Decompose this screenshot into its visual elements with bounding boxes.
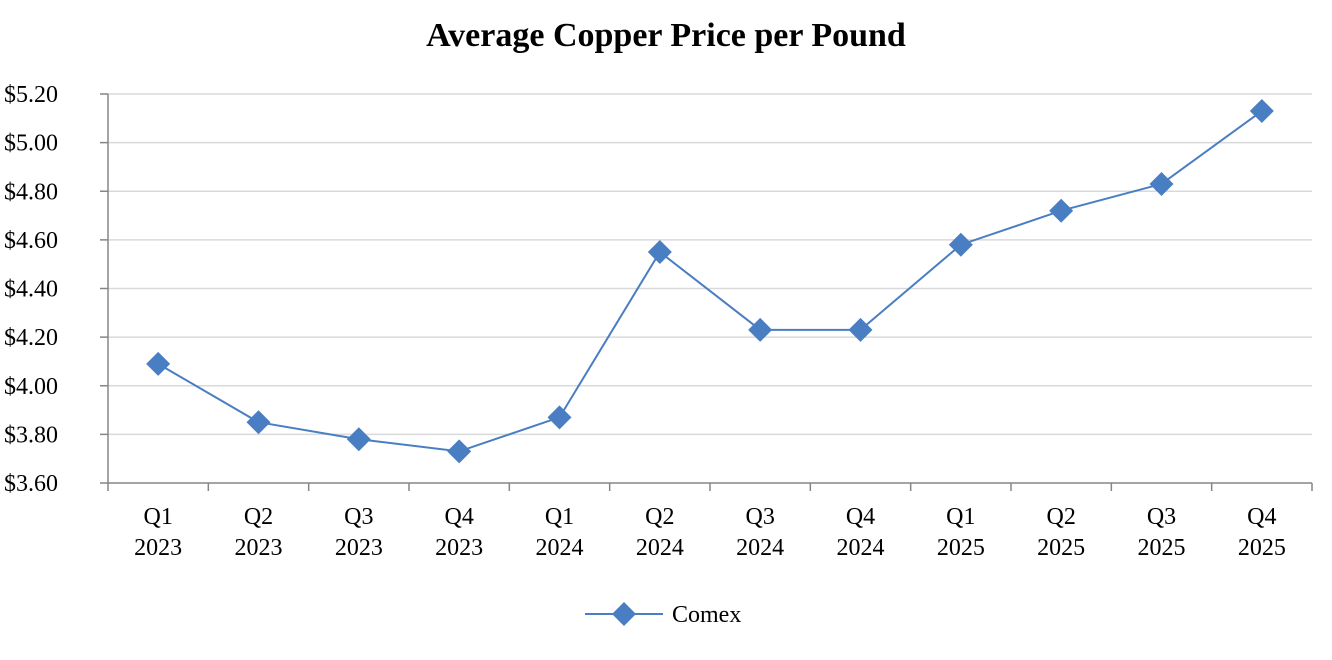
x-tick-label-quarter: Q3 (1147, 504, 1176, 530)
data-point (1249, 99, 1274, 124)
legend-marker-diamond (612, 602, 636, 626)
legend-label: Comex (672, 602, 741, 628)
y-tick-label: $4.40 (4, 277, 58, 303)
x-tick-label-year: 2025 (1238, 535, 1286, 561)
x-tick-label-quarter: Q4 (444, 504, 473, 530)
data-point (447, 439, 472, 464)
x-tick-label-quarter: Q2 (244, 504, 273, 530)
x-tick-label-year: 2023 (235, 535, 283, 561)
series-line-comex (157, 110, 1263, 453)
x-tick-label-quarter: Q1 (946, 504, 975, 530)
x-tick-label-year: 2024 (536, 535, 584, 561)
x-tick-label-year: 2025 (1138, 535, 1186, 561)
x-tick-label-quarter: Q1 (545, 504, 574, 530)
x-tick-label-year: 2023 (335, 535, 383, 561)
x-tick-label-quarter: Q2 (645, 504, 674, 530)
y-tick-label: $4.00 (4, 374, 58, 400)
y-tick-label: $3.80 (4, 422, 58, 448)
x-tick-label-quarter: Q1 (143, 504, 172, 530)
data-point (547, 405, 572, 430)
data-point (848, 317, 873, 342)
x-tick-label-year: 2025 (1037, 535, 1085, 561)
x-tick-label-quarter: Q4 (1247, 504, 1276, 530)
x-tick-label-year: 2024 (837, 535, 885, 561)
y-tick-label: $5.20 (4, 82, 58, 108)
x-tick-label-year: 2025 (937, 535, 985, 561)
data-point (748, 317, 773, 342)
x-tick-label-quarter: Q4 (846, 504, 875, 530)
data-point (346, 427, 371, 452)
y-tick-label: $4.60 (4, 228, 58, 254)
y-tick-label: $4.20 (4, 325, 58, 351)
x-tick-label-quarter: Q3 (745, 504, 774, 530)
chart-title: Average Copper Price per Pound (426, 17, 906, 54)
x-tick-label-year: 2023 (435, 535, 483, 561)
x-tick-label-year: 2024 (636, 535, 684, 561)
data-point (146, 351, 171, 376)
x-tick-label-quarter: Q2 (1046, 504, 1075, 530)
y-tick-label: $3.60 (4, 471, 58, 497)
x-tick-label-year: 2023 (134, 535, 182, 561)
data-point (647, 240, 672, 265)
y-tick-label: $4.80 (4, 179, 58, 205)
data-point (948, 232, 973, 257)
x-tick-label-quarter: Q3 (344, 504, 373, 530)
x-tick-label-year: 2024 (736, 535, 784, 561)
y-tick-label: $5.00 (4, 131, 58, 157)
data-point (1149, 171, 1174, 196)
data-point (1049, 198, 1074, 223)
data-point (246, 410, 271, 435)
